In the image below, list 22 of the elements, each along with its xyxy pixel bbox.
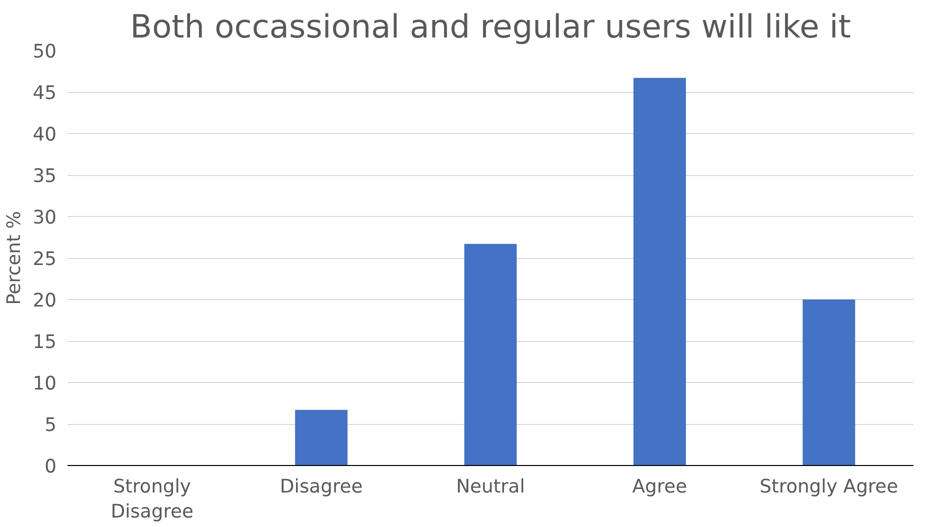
y-tick-label: 35 <box>32 166 57 187</box>
y-axis-title: Percent % <box>4 211 25 305</box>
x-tick-label: Disagree <box>280 476 363 498</box>
y-tick-label: 15 <box>32 332 57 353</box>
y-tick-label: 45 <box>32 83 57 104</box>
y-tick-label: 50 <box>32 42 57 62</box>
bar <box>464 244 517 466</box>
x-tick-label: Strongly Disagree <box>110 476 194 523</box>
x-tick-label: Agree <box>632 476 688 498</box>
bar <box>633 78 686 466</box>
y-tick-label: 5 <box>44 415 57 436</box>
y-tick-label: 25 <box>32 249 57 270</box>
y-tick-label: 20 <box>32 290 57 312</box>
x-tick-label: Neutral <box>456 476 525 498</box>
y-tick-label: 0 <box>44 456 57 478</box>
x-tick-label: Strongly Agree <box>760 476 898 498</box>
chart-title: Both occassional and regular users will like it <box>130 8 851 46</box>
y-tick-label: 10 <box>32 374 57 394</box>
bar <box>802 300 856 466</box>
y-tick-label: 30 <box>32 208 57 228</box>
y-tick-label: 40 <box>32 124 57 146</box>
bar <box>295 410 348 466</box>
